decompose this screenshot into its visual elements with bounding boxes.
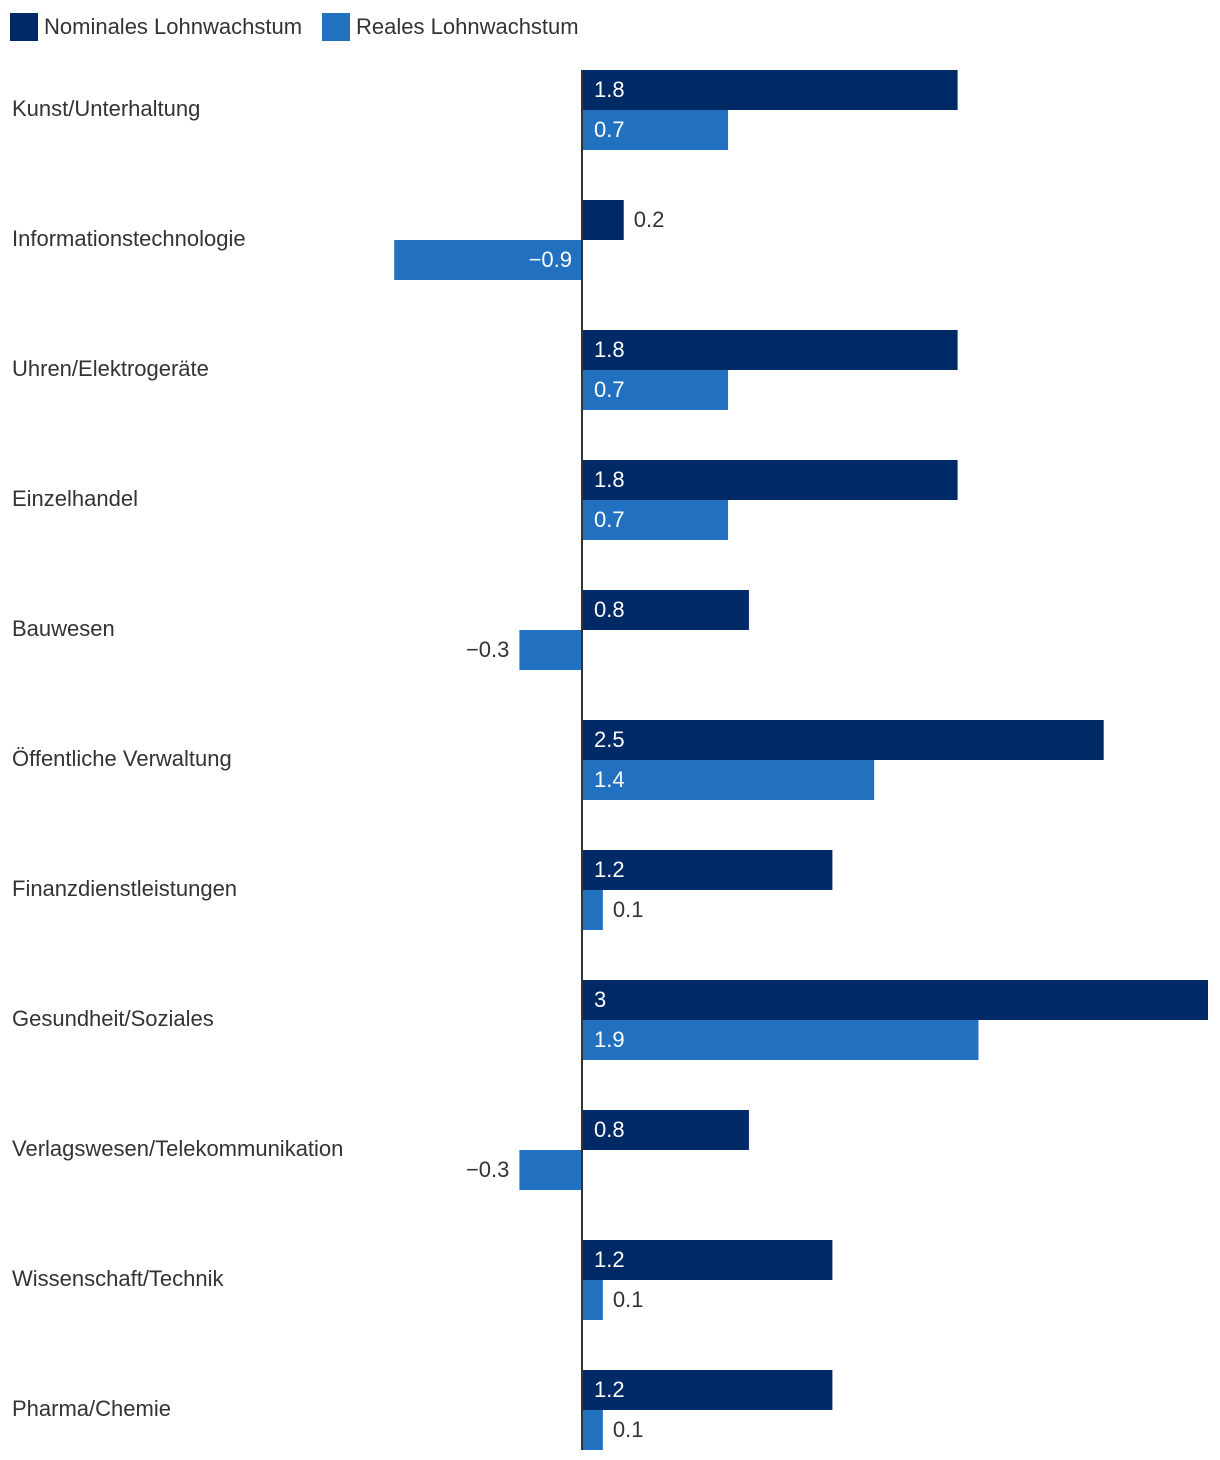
category-label: Einzelhandel: [12, 486, 138, 511]
bar-nominal: [582, 1240, 833, 1280]
bar-nominal: [582, 1370, 833, 1410]
category-label: Pharma/Chemie: [12, 1396, 171, 1421]
data-label: 1.2: [594, 1377, 625, 1402]
data-label: 1.8: [594, 77, 625, 102]
data-label: 0.1: [613, 897, 644, 922]
bar-real: [582, 1280, 603, 1320]
bar-nominal: [582, 330, 958, 370]
data-label: 1.8: [594, 337, 625, 362]
data-label: 0.8: [594, 597, 625, 622]
bar-real: [582, 890, 603, 930]
bar-real: [582, 760, 875, 800]
data-label: 0.7: [594, 507, 625, 532]
data-label: 3: [594, 987, 606, 1012]
bar-real: [582, 370, 729, 410]
legend-item-real: Reales Lohnwachstum: [322, 13, 579, 41]
legend-item-nominal: Nominales Lohnwachstum: [10, 13, 302, 41]
bar-real: [519, 1150, 582, 1190]
category-label: Informationstechnologie: [12, 226, 246, 251]
category-label: Wissenschaft/Technik: [12, 1266, 225, 1291]
bar-nominal: [582, 200, 624, 240]
data-label: 0.7: [594, 117, 625, 142]
data-label: 1.2: [594, 857, 625, 882]
bar-nominal: [582, 590, 749, 630]
data-label: 1.2: [594, 1247, 625, 1272]
data-label: 1.8: [594, 467, 625, 492]
legend-label-real: Reales Lohnwachstum: [356, 14, 579, 39]
category-label: Bauwesen: [12, 616, 115, 641]
data-label: 0.7: [594, 377, 625, 402]
data-label: −0.3: [466, 1157, 509, 1182]
category-label: Öffentliche Verwaltung: [12, 746, 232, 771]
data-label: 0.1: [613, 1287, 644, 1312]
category-label: Gesundheit/Soziales: [12, 1006, 214, 1031]
bar-real: [582, 1410, 603, 1450]
bar-nominal: [582, 980, 1209, 1020]
legend-label-nominal: Nominales Lohnwachstum: [44, 14, 303, 39]
bar-real: [582, 500, 729, 540]
bar-nominal: [582, 720, 1104, 760]
bar-nominal: [582, 850, 833, 890]
legend-swatch-nominal: [10, 13, 38, 41]
bar-nominal: [582, 460, 958, 500]
legend: Nominales Lohnwachstum Reales Lohnwachst…: [10, 12, 599, 42]
data-label: 2.5: [594, 727, 625, 752]
bar-real: [582, 1020, 979, 1060]
category-label: Verlagswesen/Telekommunikation: [12, 1136, 343, 1161]
category-label: Finanzdienstleistungen: [12, 876, 237, 901]
bar-real: [394, 240, 582, 280]
bar-real: [519, 630, 582, 670]
data-label: 0.1: [613, 1417, 644, 1442]
bar-nominal: [582, 1110, 749, 1150]
category-label: Kunst/Unterhaltung: [12, 96, 200, 121]
bar-real: [582, 110, 729, 150]
data-label: 1.4: [594, 767, 625, 792]
data-label: 1.9: [594, 1027, 625, 1052]
data-label: −0.9: [529, 247, 572, 272]
data-label: −0.3: [466, 637, 509, 662]
data-label: 0.8: [594, 1117, 625, 1142]
legend-swatch-real: [322, 13, 351, 41]
bar-nominal: [582, 70, 958, 110]
data-label: 0.2: [634, 207, 665, 232]
category-label: Uhren/Elektrogeräte: [12, 356, 209, 381]
